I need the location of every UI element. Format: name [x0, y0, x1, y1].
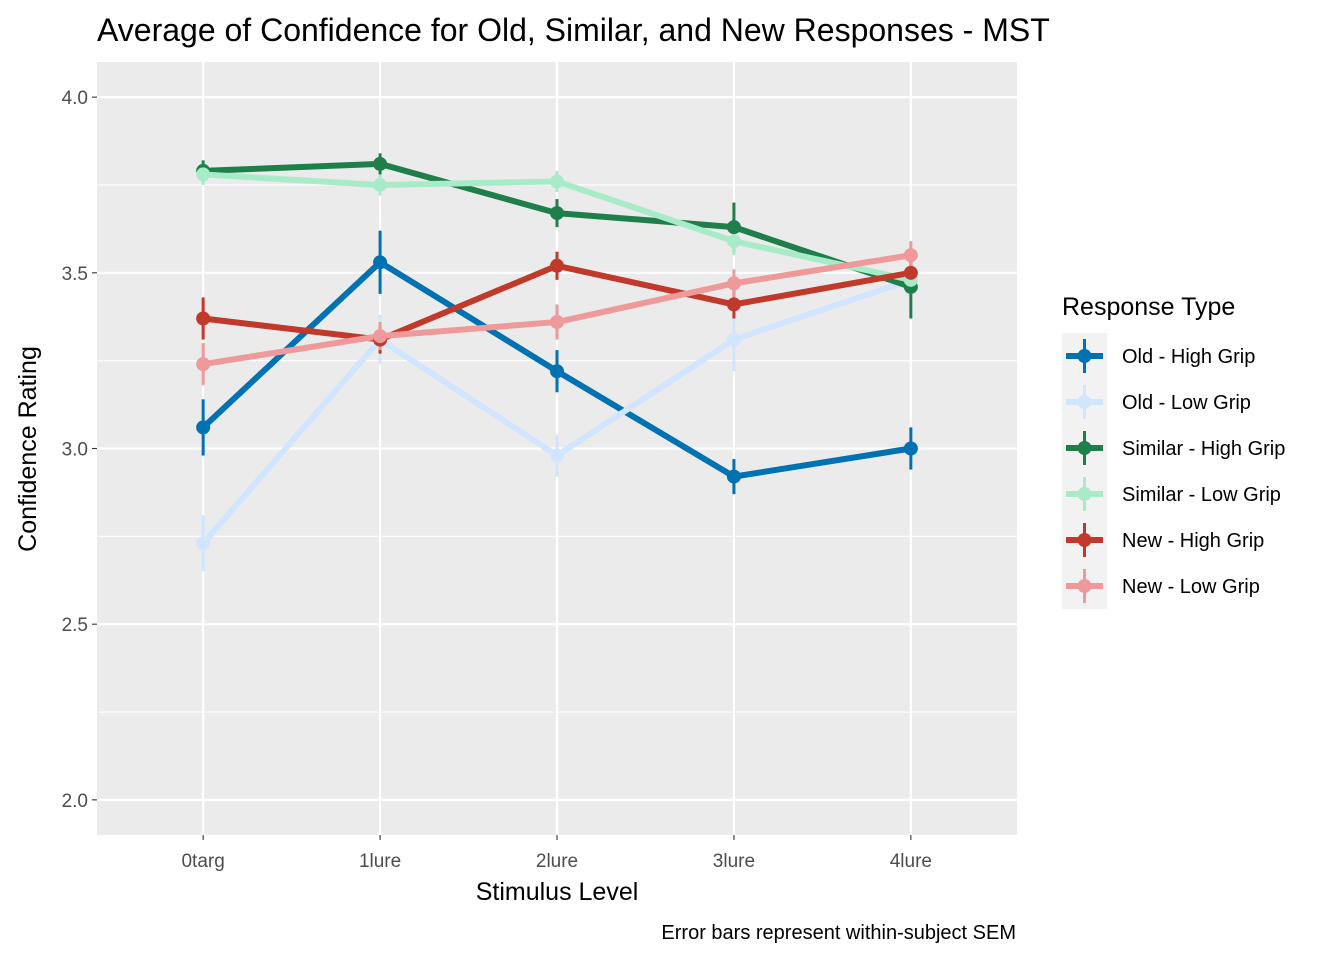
legend-label: New - Low Grip — [1122, 576, 1260, 598]
data-point — [196, 536, 211, 551]
legend-label: Similar - High Grip — [1122, 438, 1285, 460]
y-tick-label: 2.5 — [62, 615, 88, 636]
legend-key-point — [1077, 441, 1092, 455]
data-point — [550, 258, 564, 273]
x-tick-label: 1lure — [359, 851, 401, 872]
legend-title: Response Type — [1062, 293, 1235, 321]
x-tick-label: 4lure — [890, 851, 932, 872]
legend: Response Type Old - High Grip Old - Low G… — [1062, 293, 1285, 609]
data-point — [726, 220, 741, 235]
x-tick-label: 0targ — [181, 851, 224, 872]
data-point — [903, 265, 918, 280]
data-point — [550, 174, 564, 189]
y-axis-title: Confidence Rating — [14, 346, 42, 552]
legend-key-background — [1062, 333, 1107, 609]
y-tick-label: 3.5 — [62, 264, 88, 285]
legend-key-point — [1077, 533, 1092, 547]
x-tick-label: 2lure — [536, 851, 578, 872]
data-point — [726, 332, 741, 347]
y-axis-ticks: 2.0 2.5 3.0 3.5 4.0 — [62, 88, 97, 812]
data-point — [196, 311, 211, 326]
data-point — [726, 234, 741, 249]
x-tick-label: 3lure — [713, 851, 755, 872]
legend-key-point — [1077, 579, 1092, 593]
data-point — [373, 177, 388, 192]
data-point — [726, 276, 741, 291]
y-tick-label: 2.0 — [62, 791, 88, 812]
data-point — [196, 167, 211, 182]
data-point — [196, 420, 211, 435]
y-tick-label: 3.0 — [62, 440, 88, 461]
data-point — [373, 329, 388, 344]
legend-label: Similar - Low Grip — [1122, 484, 1281, 506]
data-point — [373, 156, 388, 171]
data-point — [550, 315, 564, 330]
legend-label: Old - Low Grip — [1122, 392, 1251, 414]
legend-label: Old - High Grip — [1122, 346, 1255, 368]
data-point — [550, 364, 564, 379]
data-point — [726, 469, 741, 484]
data-point — [726, 297, 741, 312]
legend-key-point — [1077, 487, 1092, 501]
data-point — [550, 206, 564, 221]
x-axis-ticks: 0targ 1lure 2lure 3lure 4lure — [181, 835, 932, 872]
data-point — [373, 255, 388, 270]
legend-key-point — [1077, 349, 1092, 363]
data-point — [550, 448, 564, 463]
legend-key-point — [1077, 395, 1092, 409]
caption: Error bars represent within-subject SEM — [661, 922, 1016, 944]
series-points — [196, 156, 918, 551]
legend-label: New - High Grip — [1122, 530, 1264, 552]
x-axis-title: Stimulus Level — [476, 878, 639, 906]
data-point — [903, 248, 918, 263]
chart-title: Average of Confidence for Old, Similar, … — [97, 12, 1050, 48]
y-tick-label: 4.0 — [62, 88, 88, 109]
data-point — [903, 441, 918, 456]
data-point — [196, 357, 211, 372]
